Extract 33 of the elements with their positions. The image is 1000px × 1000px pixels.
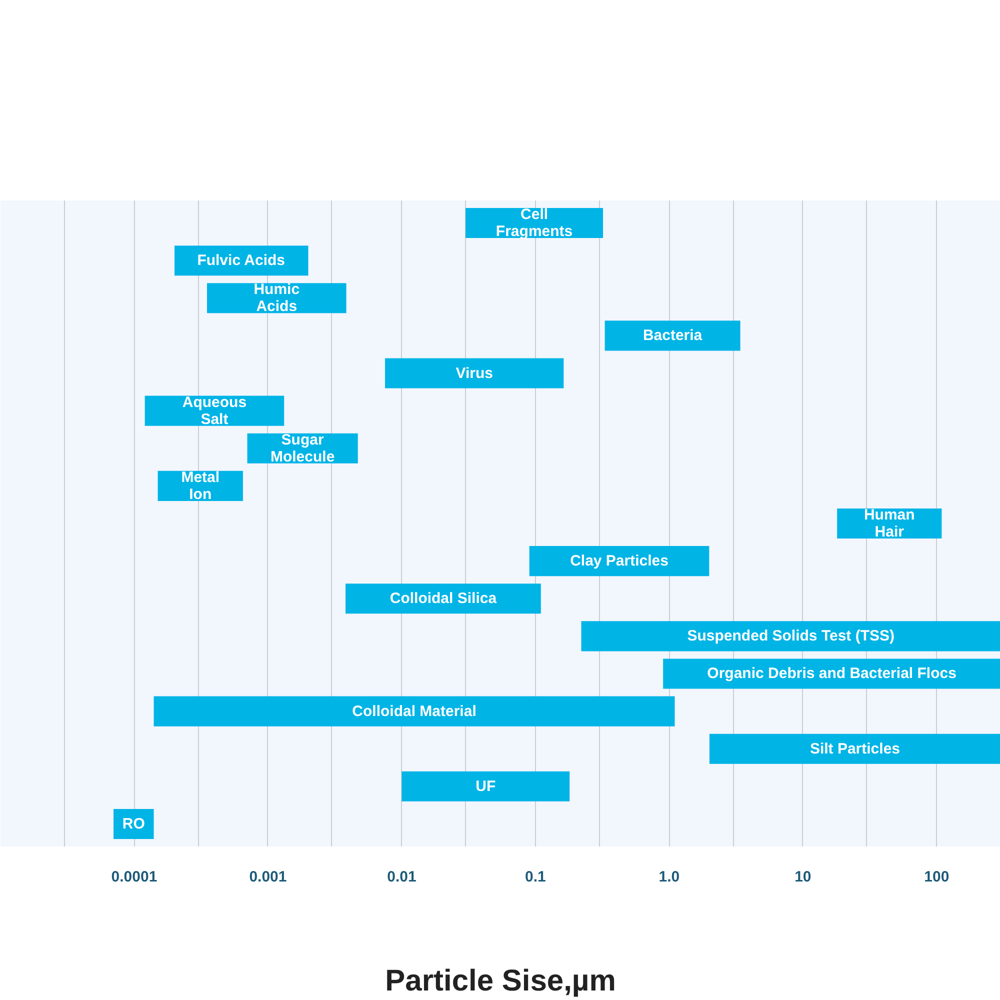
x-tick-label: 0.001	[249, 868, 287, 886]
y-tick-label: Organic Debris and Bacterial Flocs	[707, 665, 956, 682]
y-tick-label: Humic Acids	[254, 281, 300, 316]
y-tick-label: Bacteria	[642, 327, 703, 344]
x-tick-label: 1.0	[658, 868, 680, 886]
y-tick-label: Colloidal Silica	[390, 590, 498, 608]
y-tick-label: RO	[122, 815, 146, 832]
bar	[385, 358, 564, 388]
bar	[709, 734, 1000, 764]
bar	[154, 696, 675, 726]
y-tick-label: Colloidal Material	[352, 702, 476, 720]
x-tick-label: 0.0001	[111, 868, 158, 886]
x-axis-title: Particle Sise,µm	[385, 964, 616, 998]
y-tick-label: Human Hair	[864, 506, 915, 540]
x-tick-label: 100	[924, 868, 950, 886]
y-tick-label: Clay Particles	[570, 552, 668, 570]
bar	[581, 621, 1000, 652]
y-tick-label: Silt Particles	[810, 740, 900, 758]
y-tick-label: Virus	[456, 364, 493, 382]
y-tick-label: UF	[476, 778, 496, 795]
x-tick-label: 0.1	[525, 868, 546, 886]
bar	[402, 771, 570, 802]
x-tick-label: 0.01	[387, 868, 416, 886]
x-tick-label: 10	[794, 868, 812, 886]
bar	[346, 584, 541, 614]
y-tick-label: Aqueous Salt	[182, 394, 247, 428]
y-tick-label: Metal Ion	[181, 468, 220, 503]
bar	[604, 320, 740, 351]
y-tick-label: Cell Fragments	[496, 206, 573, 240]
y-tick-label: Sugar Molecule	[270, 431, 335, 466]
y-tick-label: Fulvic Acids	[197, 252, 286, 270]
bar	[529, 546, 710, 576]
y-tick-label: Suspended Solids Test (TSS)	[687, 628, 895, 645]
